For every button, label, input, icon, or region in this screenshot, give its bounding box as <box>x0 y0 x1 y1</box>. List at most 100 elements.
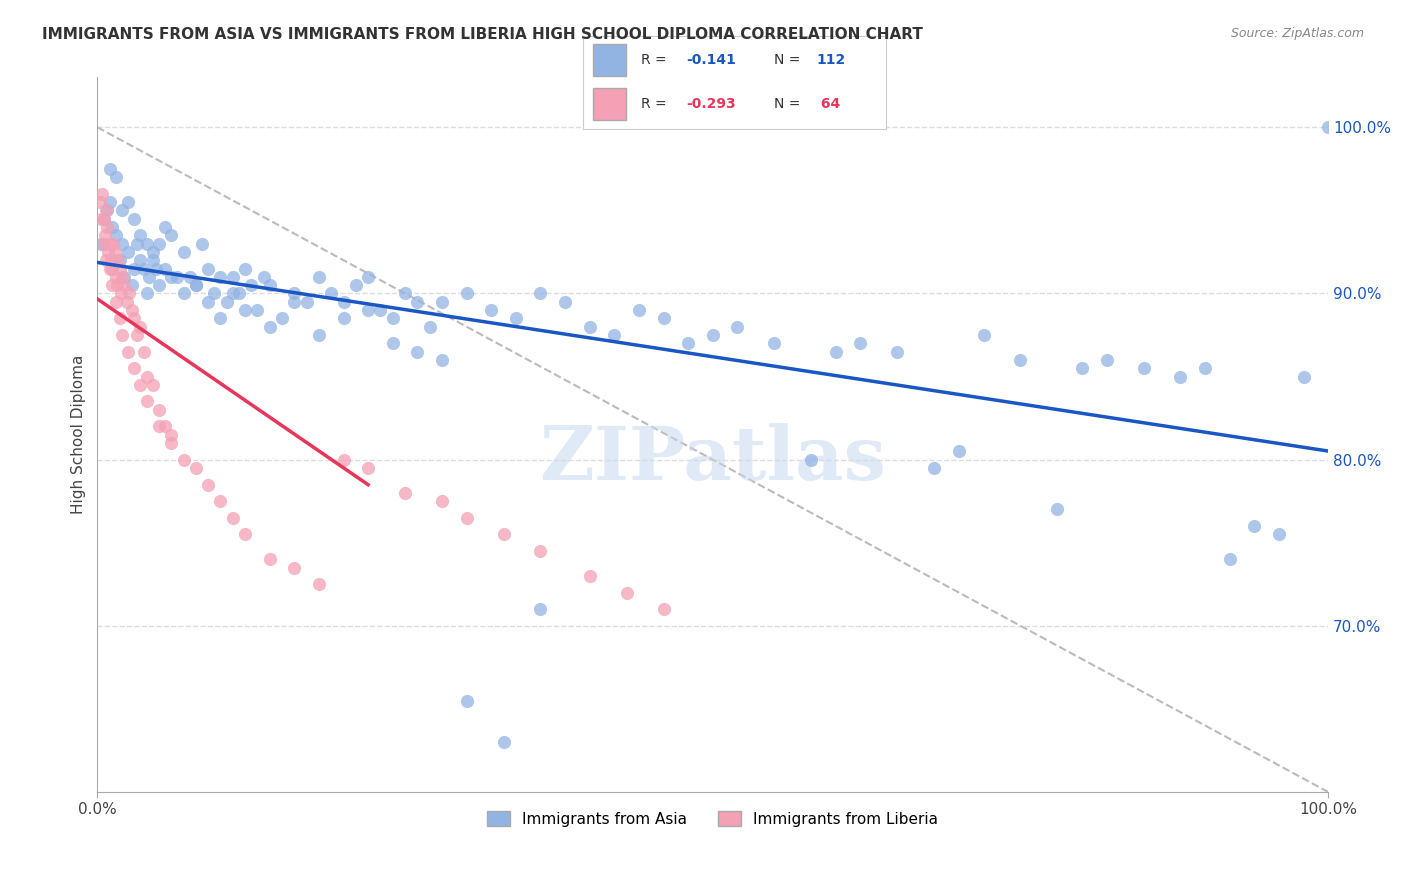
Point <box>419 319 441 334</box>
Point <box>104 269 127 284</box>
Point <box>381 336 404 351</box>
Point <box>1268 527 1291 541</box>
Point <box>91 186 114 201</box>
Point <box>702 328 724 343</box>
Point <box>173 244 195 259</box>
Point <box>1317 120 1340 135</box>
Point <box>121 278 143 293</box>
Point <box>209 494 232 508</box>
Point <box>166 269 188 284</box>
Point <box>117 244 139 259</box>
Point <box>97 244 120 259</box>
Point <box>948 444 970 458</box>
Point <box>93 211 115 226</box>
Text: -0.293: -0.293 <box>686 97 735 111</box>
Point <box>824 344 846 359</box>
Point <box>308 269 330 284</box>
Point <box>90 211 112 226</box>
Point <box>357 461 380 475</box>
Point <box>117 195 139 210</box>
Point <box>259 278 281 293</box>
Point <box>103 236 125 251</box>
Point <box>215 294 238 309</box>
Point <box>406 344 429 359</box>
Point <box>98 236 121 251</box>
Point <box>108 311 131 326</box>
Point <box>184 278 207 293</box>
Point <box>228 286 250 301</box>
Point <box>259 552 281 566</box>
Text: N =: N = <box>773 97 804 111</box>
Point <box>1243 519 1265 533</box>
Point <box>492 527 515 541</box>
Point <box>138 269 160 284</box>
Point <box>94 203 117 218</box>
Point <box>104 294 127 309</box>
Point <box>160 436 183 450</box>
Point <box>111 203 134 218</box>
Point <box>101 278 124 293</box>
Point <box>111 269 134 284</box>
Point <box>233 303 256 318</box>
Point <box>125 328 148 343</box>
Point <box>93 236 115 251</box>
Point <box>111 328 134 343</box>
Point <box>93 228 115 243</box>
Point <box>104 170 127 185</box>
Point <box>222 286 245 301</box>
Point <box>295 294 318 309</box>
Point <box>124 261 146 276</box>
Point <box>129 253 152 268</box>
Point <box>135 236 157 251</box>
Point <box>479 303 502 318</box>
Point <box>90 236 112 251</box>
Point <box>529 544 551 558</box>
Point <box>616 585 638 599</box>
Point <box>191 236 214 251</box>
Point <box>100 253 122 268</box>
Point <box>124 211 146 226</box>
Point <box>259 319 281 334</box>
Point <box>148 419 170 434</box>
Point <box>1095 353 1118 368</box>
Point <box>209 311 232 326</box>
Point <box>148 402 170 417</box>
Point <box>148 236 170 251</box>
Point <box>321 286 343 301</box>
Point <box>142 244 165 259</box>
Point <box>160 228 183 243</box>
Point <box>98 161 121 176</box>
Point <box>153 419 176 434</box>
Point <box>96 203 118 218</box>
Point <box>124 361 146 376</box>
Point <box>357 303 380 318</box>
Point <box>370 303 392 318</box>
Text: R =: R = <box>641 53 671 67</box>
Point <box>1071 361 1094 376</box>
Point <box>849 336 872 351</box>
Point <box>160 269 183 284</box>
Point <box>886 344 908 359</box>
Point <box>529 286 551 301</box>
Point <box>145 261 167 276</box>
Point <box>111 236 134 251</box>
Point <box>98 261 121 276</box>
Point <box>101 219 124 234</box>
Point <box>184 461 207 475</box>
Point <box>153 219 176 234</box>
Point <box>271 311 294 326</box>
Point <box>110 286 132 301</box>
Text: 112: 112 <box>817 53 845 67</box>
Point <box>246 303 269 318</box>
Point <box>308 328 330 343</box>
Point <box>1170 369 1192 384</box>
Point <box>94 253 117 268</box>
Text: R =: R = <box>641 97 671 111</box>
Point <box>233 261 256 276</box>
Point <box>332 294 354 309</box>
Point <box>89 195 111 210</box>
Point <box>332 452 354 467</box>
Point <box>529 602 551 616</box>
Point <box>627 303 650 318</box>
Point <box>112 278 135 293</box>
